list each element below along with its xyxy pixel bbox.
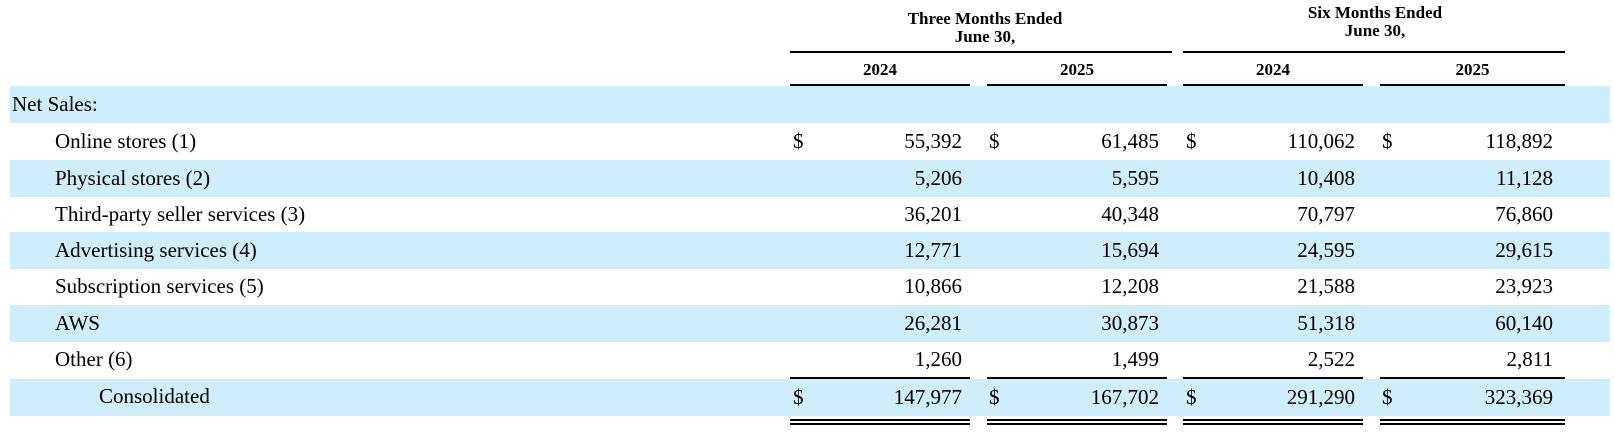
value-cell: 40,348 xyxy=(1101,202,1159,226)
year-header: 2024 xyxy=(1256,60,1290,79)
header-six-months-line2: June 30, xyxy=(1344,21,1406,40)
total-double-rule xyxy=(1380,423,1565,425)
total-double-rule xyxy=(790,423,970,425)
value-cell: 110,062 xyxy=(1287,129,1355,153)
value-cell: 1,260 xyxy=(914,347,962,371)
header-three-months-line1: Three Months Ended xyxy=(907,9,1063,28)
total-double-rule xyxy=(1380,419,1565,421)
row-label: Advertising services (4) xyxy=(55,238,257,262)
value-cell: 15,694 xyxy=(1101,238,1159,262)
row-label: AWS xyxy=(55,311,100,335)
table-row: Online stores (1) $ 55,392 $ 61,485 $ 11… xyxy=(10,123,1610,160)
table-row-net-sales: Net Sales: xyxy=(10,86,1610,123)
value-cell: 2,522 xyxy=(1307,347,1355,371)
table-row: Subscription services (5) 10,866 12,208 … xyxy=(10,268,1610,305)
table-row: AWS 26,281 30,873 51,318 60,140 xyxy=(10,305,1610,342)
subtotal-rule xyxy=(1380,377,1565,379)
year-header: 2024 xyxy=(863,60,897,79)
header-three-months: Three Months Ended June 30, xyxy=(790,10,1180,46)
value-cell: 61,485 xyxy=(1101,129,1159,153)
table-row-total: Consolidated $ 147,977 $ 167,702 $ 291,2… xyxy=(10,379,1610,416)
total-double-rule xyxy=(1183,423,1363,425)
value-cell: 60,140 xyxy=(1495,311,1553,335)
value-cell: 167,702 xyxy=(1090,385,1159,409)
total-double-rule xyxy=(790,419,970,421)
value-cell: 147,977 xyxy=(893,385,962,409)
row-label: Other (6) xyxy=(55,347,133,371)
value-cell: 23,923 xyxy=(1495,274,1553,298)
row-label: Subscription services (5) xyxy=(55,274,264,298)
value-cell: 11,128 xyxy=(1496,166,1553,190)
value-cell: 12,771 xyxy=(904,238,962,262)
value-cell: 10,866 xyxy=(904,274,962,298)
row-label: Net Sales: xyxy=(12,92,98,116)
header-rule-three-months xyxy=(790,51,1172,53)
currency-symbol: $ xyxy=(793,129,804,153)
value-cell: 26,281 xyxy=(904,311,962,335)
value-cell: 291,290 xyxy=(1286,385,1355,409)
header-three-months-line2: June 30, xyxy=(954,27,1016,46)
value-cell: 2,811 xyxy=(1506,347,1553,371)
value-cell: 323,369 xyxy=(1484,385,1553,409)
total-double-rule xyxy=(1183,419,1363,421)
table-row: Other (6) 1,260 1,499 2,522 2,811 xyxy=(10,341,1610,378)
header-six-months: Six Months Ended June 30, xyxy=(1185,4,1565,40)
value-cell: 1,499 xyxy=(1111,347,1159,371)
year-header: 2025 xyxy=(1455,60,1490,79)
value-cell: 5,595 xyxy=(1111,166,1159,190)
value-cell: 5,206 xyxy=(914,166,962,190)
value-cell: 70,797 xyxy=(1297,202,1355,226)
total-double-rule xyxy=(987,419,1167,421)
year-rule xyxy=(1183,84,1363,86)
row-label: Third-party seller services (3) xyxy=(55,202,306,226)
row-label: Online stores (1) xyxy=(55,129,197,153)
currency-symbol: $ xyxy=(989,129,1000,153)
year-rule xyxy=(987,84,1167,86)
header-six-months-line1: Six Months Ended xyxy=(1307,3,1443,22)
currency-symbol: $ xyxy=(1186,385,1197,409)
year-rule xyxy=(790,84,970,86)
value-cell: 21,588 xyxy=(1297,274,1355,298)
total-double-rule xyxy=(987,423,1167,425)
value-cell: 51,318 xyxy=(1297,311,1355,335)
value-cell: 24,595 xyxy=(1297,238,1355,262)
currency-symbol: $ xyxy=(793,385,804,409)
header-rule-six-months xyxy=(1183,51,1565,53)
currency-symbol: $ xyxy=(1186,129,1197,153)
currency-symbol: $ xyxy=(1382,385,1393,409)
row-label: Physical stores (2) xyxy=(55,166,211,190)
table-row: Third-party seller services (3) 36,201 4… xyxy=(10,196,1610,233)
value-cell: 29,615 xyxy=(1495,238,1553,262)
value-cell: 36,201 xyxy=(904,202,962,226)
value-cell: 118,892 xyxy=(1485,129,1553,153)
subtotal-rule xyxy=(987,377,1167,379)
value-cell: 76,860 xyxy=(1495,202,1553,226)
currency-symbol: $ xyxy=(1382,129,1393,153)
year-header: 2025 xyxy=(1060,60,1094,79)
table-row: Physical stores (2) 5,206 5,595 10,408 1… xyxy=(10,160,1610,197)
table-row: Advertising services (4) 12,771 15,694 2… xyxy=(10,232,1610,269)
value-cell: 30,873 xyxy=(1101,311,1159,335)
currency-symbol: $ xyxy=(989,385,1000,409)
row-label: Consolidated xyxy=(99,384,210,408)
value-cell: 10,408 xyxy=(1297,166,1355,190)
subtotal-rule xyxy=(790,377,970,379)
value-cell: 12,208 xyxy=(1101,274,1159,298)
year-rule xyxy=(1380,84,1565,86)
subtotal-rule xyxy=(1183,377,1363,379)
value-cell: 55,392 xyxy=(904,129,962,153)
